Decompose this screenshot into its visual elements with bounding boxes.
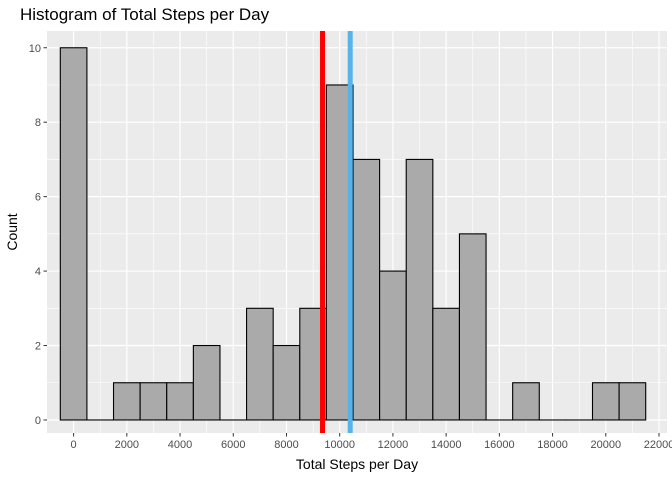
histogram-bar xyxy=(352,158,381,421)
x-tick-label: 22000 xyxy=(644,439,672,451)
x-tick-label: 6000 xyxy=(221,439,245,451)
chart-title: Histogram of Total Steps per Day xyxy=(20,5,270,24)
y-axis-ticks: 0 2 4 6 8 10 xyxy=(29,43,47,427)
x-tick-label: 4000 xyxy=(168,439,192,451)
histogram-bar xyxy=(379,270,407,421)
histogram-bar xyxy=(458,233,487,421)
x-axis-ticks: 0 2000 4000 6000 8000 10000 12000 14000 16000 180… xyxy=(71,433,672,451)
histogram-bar xyxy=(246,307,274,421)
histogram-bar xyxy=(272,344,301,421)
y-axis-title: Count xyxy=(4,213,20,250)
y-tick-label: 0 xyxy=(35,415,41,427)
x-tick-label: 0 xyxy=(71,439,77,451)
x-tick-label: 16000 xyxy=(484,439,515,451)
x-tick-label: 12000 xyxy=(378,439,409,451)
x-tick-label: 20000 xyxy=(591,439,622,451)
reference-lines xyxy=(320,31,353,433)
x-axis-title: Total Steps per Day xyxy=(296,456,418,472)
y-tick-label: 6 xyxy=(35,192,41,204)
y-tick-label: 8 xyxy=(35,117,41,129)
y-tick-label: 2 xyxy=(35,341,41,353)
x-tick-label: 18000 xyxy=(537,439,568,451)
x-tick-label: 8000 xyxy=(274,439,298,451)
histogram-bars xyxy=(59,47,647,421)
x-tick-label: 2000 xyxy=(115,439,139,451)
histogram-bar xyxy=(112,382,141,421)
histogram-bar xyxy=(139,382,168,421)
x-tick-label: 10000 xyxy=(324,439,355,451)
histogram-bar xyxy=(166,382,194,421)
x-tick-label: 14000 xyxy=(431,439,462,451)
y-tick-label: 4 xyxy=(35,266,41,278)
histogram-bar xyxy=(432,307,460,421)
histogram-bar xyxy=(192,344,221,421)
histogram-bar xyxy=(59,47,88,421)
y-tick-label: 10 xyxy=(29,43,41,55)
histogram-bar xyxy=(618,382,647,421)
histogram-bar xyxy=(405,158,434,421)
histogram-bar xyxy=(591,382,620,421)
histogram-bar xyxy=(512,382,540,421)
